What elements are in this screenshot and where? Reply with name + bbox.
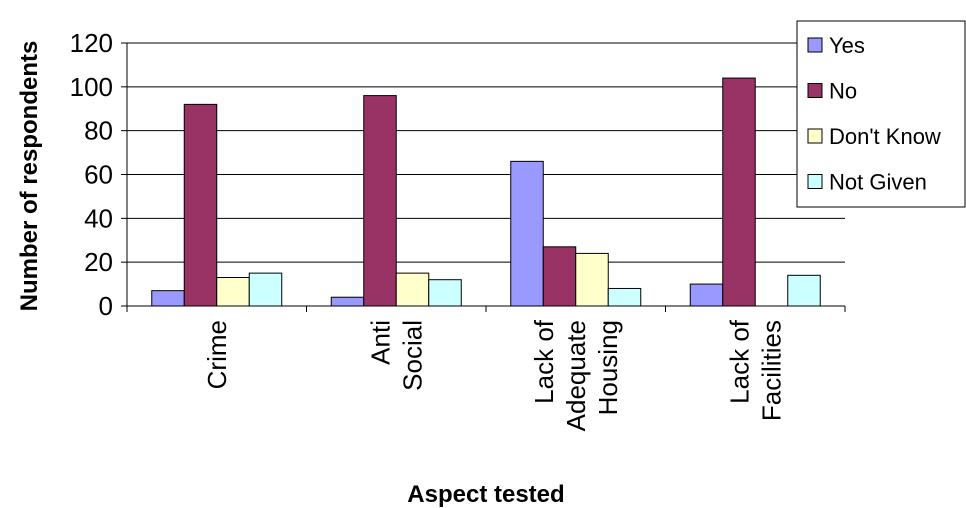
- legend: Yes No Don't Know Not Given: [796, 20, 966, 208]
- legend-box: [796, 20, 966, 208]
- bar-not-given: [607, 287, 642, 307]
- x-category-labels: Crime Anti Social Lack of Adequate Housing Lac…: [202, 319, 787, 431]
- x-category-label: Crime: [202, 320, 232, 389]
- bar-yes: [689, 283, 724, 307]
- y-tick-label: 80: [84, 116, 113, 146]
- x-category-line: Housing: [593, 320, 623, 415]
- legend-swatch: [807, 128, 823, 144]
- bar-not-given: [248, 272, 283, 307]
- y-tick-label: 60: [84, 160, 113, 190]
- y-tick-label: 100: [70, 72, 113, 102]
- y-axis-title: Number of respondents: [16, 41, 43, 312]
- y-tick-label: 120: [70, 28, 113, 58]
- x-category-line: Anti: [365, 320, 395, 365]
- legend-label: Yes: [829, 33, 865, 58]
- x-category-label: Lack of Adequate Housing: [529, 319, 623, 431]
- axes: [121, 42, 846, 312]
- bar-yes: [151, 290, 185, 307]
- bar-no: [722, 77, 756, 307]
- y-tick-labels: 0 20 40 60 80 100 120: [70, 28, 113, 321]
- bar-not-given: [787, 274, 821, 307]
- legend-label: Don't Know: [829, 124, 941, 149]
- bar-don-t-know: [216, 277, 250, 307]
- x-category-line: Crime: [202, 320, 232, 389]
- x-axis-title: Aspect tested: [407, 481, 564, 508]
- bar-no: [542, 246, 577, 307]
- y-tick-label: 0: [99, 291, 113, 321]
- y-tick-label: 40: [84, 203, 113, 233]
- bars: [151, 77, 821, 307]
- bar-yes: [330, 296, 365, 307]
- x-category-label: Lack of Facilities: [724, 319, 786, 421]
- x-category-line: Social: [397, 320, 427, 391]
- x-category-line: Lack of: [529, 319, 559, 404]
- bar-not-given: [428, 279, 462, 307]
- legend-swatch: [807, 174, 823, 189]
- bar-yes: [510, 160, 544, 307]
- legend-swatch: [807, 83, 823, 98]
- bar-no: [363, 95, 397, 307]
- x-category-line: Lack of: [724, 319, 754, 404]
- x-category-label: Anti Social: [365, 320, 427, 391]
- legend-label: No: [829, 79, 857, 104]
- y-tick-label: 20: [84, 247, 113, 277]
- bar-don-t-know: [575, 252, 609, 307]
- x-category-line: Facilities: [756, 320, 786, 421]
- legend-label: Not Given: [829, 170, 927, 195]
- bar-don-t-know: [395, 272, 430, 307]
- x-category-line: Adequate: [561, 320, 591, 431]
- legend-swatch: [807, 37, 823, 53]
- bar-no: [183, 103, 218, 307]
